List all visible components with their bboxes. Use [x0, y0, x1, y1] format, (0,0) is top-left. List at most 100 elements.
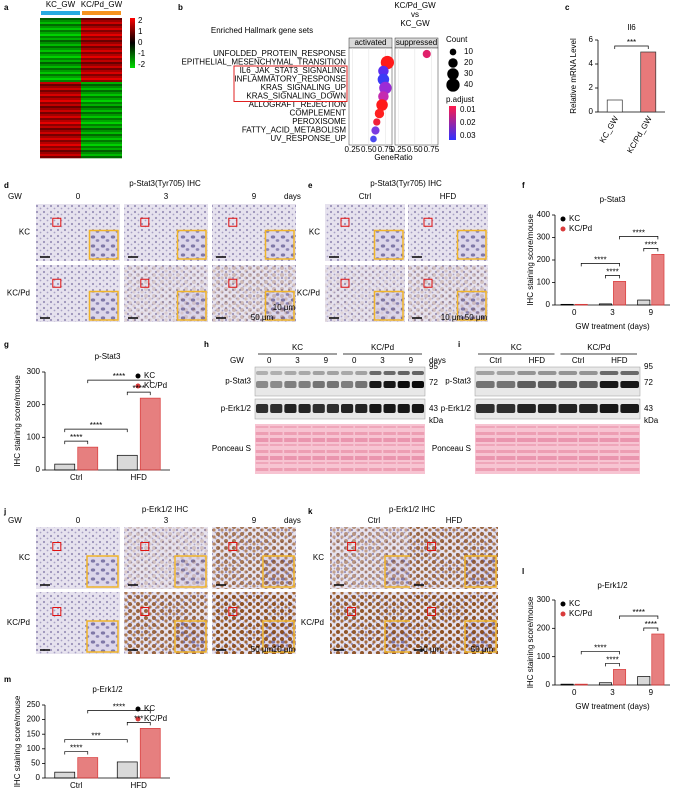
bar — [574, 303, 588, 306]
heatmap-cell — [40, 44, 81, 47]
ponceau-band — [411, 468, 425, 471]
scale-bar-label: 10 μm — [273, 303, 296, 312]
bar — [139, 397, 161, 471]
x-axis-title: GW treatment (days) — [575, 702, 650, 711]
size-key-label: 10 — [464, 47, 473, 56]
heatmap-cell — [81, 48, 122, 51]
blot-band — [270, 404, 283, 413]
ponceau-band — [269, 450, 283, 453]
ponceau-band — [620, 432, 640, 435]
x-axis-title: GeneRatio — [374, 153, 413, 162]
blot-membrane — [474, 398, 641, 420]
zoom-region — [52, 542, 62, 551]
heatmap-cell — [81, 140, 122, 143]
heatmap-cell — [40, 154, 81, 157]
size-key-label: 30 — [464, 69, 473, 78]
term-label: UNFOLDED_PROTEIN_RESPONSE — [213, 49, 346, 58]
ponceau-band — [578, 438, 598, 442]
significance-bracket — [619, 236, 659, 240]
column-label: HFD — [440, 192, 457, 201]
size-key — [446, 78, 460, 92]
term-label: EPITHELIAL_MESENCHYMAL_TRANSITION — [182, 58, 347, 67]
significance-bracket — [580, 651, 620, 655]
ponceau-band — [369, 432, 382, 435]
ponceau-band — [340, 432, 354, 435]
heatmap-cell — [40, 84, 81, 87]
ponceau-band — [620, 438, 640, 442]
zoom-region — [140, 542, 150, 551]
ponceau-band — [620, 450, 640, 453]
heatmap-cell — [40, 62, 81, 65]
unit-label: days — [284, 516, 301, 525]
colorbar-tick-label: 1 — [138, 27, 143, 36]
heatmap-cell — [40, 66, 81, 69]
ponceau-band — [312, 438, 326, 442]
y-tick-label: 50 — [31, 759, 40, 768]
group-label: KC — [511, 343, 522, 352]
dot — [371, 126, 380, 135]
zoom-region — [427, 542, 437, 551]
heatmap-cell — [40, 108, 81, 111]
inset-texture — [89, 230, 118, 259]
blot-band — [476, 371, 495, 375]
ponceau-band — [397, 468, 411, 471]
row-label: KC/Pd — [297, 289, 320, 298]
blot-band — [298, 381, 311, 388]
term-label: PEROXISOME — [292, 117, 346, 126]
panel-letter: e — [308, 181, 313, 190]
blot-band — [256, 404, 269, 413]
panel-title: p-Stat3(Tyr705) IHC — [129, 179, 201, 188]
facet-panel — [394, 47, 439, 146]
facet-label: suppressed — [396, 38, 437, 47]
panel-letter: l — [522, 567, 524, 576]
ponceau-band — [284, 426, 297, 428]
ponceau-band — [558, 426, 578, 428]
ponceau-band — [369, 456, 382, 460]
zoom-region — [340, 278, 350, 288]
bar — [77, 446, 99, 471]
heatmap-cell — [81, 126, 122, 129]
scale-bar-label: 10 μm — [273, 645, 296, 654]
ponceau-band — [340, 450, 354, 453]
y-tick-label: 2 — [589, 83, 594, 92]
blot-band — [599, 371, 619, 375]
blot-band — [476, 404, 495, 413]
ponceau-band — [517, 450, 537, 453]
term-label: UV_RESPONSE_UP — [270, 134, 346, 143]
group-label: KC/Pd — [371, 343, 394, 352]
significance-label: **** — [133, 384, 145, 393]
significance-bracket — [643, 248, 659, 252]
significance-bracket — [64, 440, 89, 445]
inset-frame — [373, 229, 404, 260]
inset-frame — [88, 290, 119, 321]
ponceau-band — [578, 426, 598, 428]
ponceau-band — [537, 456, 557, 460]
heatmap-cell — [81, 64, 122, 67]
axis-label: GW — [230, 356, 244, 365]
heatmap-cell — [40, 76, 81, 79]
dot — [376, 99, 388, 111]
blot-band — [517, 371, 536, 375]
heatmap-cell — [81, 152, 122, 155]
dot — [378, 91, 389, 102]
color-key — [449, 106, 456, 140]
bar — [637, 299, 651, 306]
ponceau-band — [397, 444, 411, 446]
heatmap-cell — [40, 28, 81, 31]
heatmap-cell — [81, 90, 122, 93]
column-label: 0 — [76, 192, 81, 201]
inset-frame — [464, 555, 497, 588]
panel-title: p-Stat3(Tyr705) IHC — [370, 179, 442, 188]
ponceau-band — [558, 444, 578, 446]
significance-label: **** — [606, 656, 618, 665]
blot-band — [496, 371, 516, 375]
x-tick-label: Ctrl — [70, 473, 83, 482]
y-tick-label: 0 — [36, 773, 41, 782]
heatmap-cell — [40, 110, 81, 113]
ponceau-band — [269, 426, 283, 428]
blot-band — [369, 404, 382, 413]
scale-bar-label: 50 μm — [471, 645, 494, 654]
y-tick-label: 100 — [27, 432, 41, 441]
heatmap-cell — [81, 18, 122, 21]
blot-band — [312, 371, 325, 375]
